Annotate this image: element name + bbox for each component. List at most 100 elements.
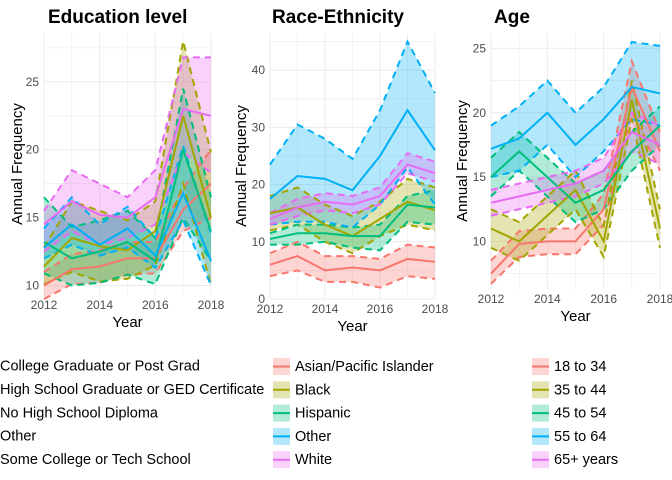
- series-1-upper-bound: [490, 57, 661, 262]
- series-line-5: [490, 130, 661, 204]
- x-tick-label: 2016: [590, 292, 617, 306]
- legend-label: College Graduate or Post Grad: [0, 359, 200, 375]
- y-tick-label: 25: [26, 75, 40, 89]
- chart-title: Education level: [48, 7, 187, 28]
- series-2-lower-bound: [490, 118, 661, 262]
- ribbon-1: [491, 61, 660, 284]
- series-4-upper-bound: [269, 39, 436, 166]
- series-line-2: [43, 115, 212, 268]
- y-tick-label: 10: [26, 278, 40, 292]
- series-3-lower-bound: [43, 215, 212, 287]
- legend-label: 18 to 34: [554, 359, 606, 375]
- ribbon-5: [491, 112, 660, 216]
- x-tick-label: 2014: [86, 298, 113, 312]
- legend-3: 18 to 34 35 to 44 45 to 54 55 to 64 65+ year…: [532, 358, 618, 469]
- y-axis-label: Annual Frequency: [233, 105, 250, 227]
- y-axis-label: Annual Frequency: [454, 100, 471, 222]
- x-tick-label: 2012: [478, 292, 505, 306]
- legend-label: Other: [295, 429, 331, 445]
- y-tick-label: 40: [252, 63, 266, 77]
- legend-1: College Graduate or Post Grad High School…: [0, 359, 264, 468]
- series-5-upper-bound: [490, 111, 661, 191]
- series-line-2: [490, 99, 661, 245]
- x-tick-label: 2012: [31, 298, 58, 312]
- ribbon-4: [491, 42, 660, 178]
- y-tick-label: 20: [473, 106, 487, 120]
- legend-key: [273, 381, 290, 399]
- series-4-lower-bound: [490, 118, 661, 179]
- x-tick-label: 2016: [142, 298, 169, 312]
- y-tick-label: 15: [26, 211, 40, 225]
- series-line-4: [43, 190, 212, 262]
- chart-title: Race-Ethnicity: [272, 7, 404, 28]
- legend-label: 55 to 64: [554, 429, 606, 445]
- x-axis-label: Year: [112, 314, 142, 331]
- series-line-5: [269, 163, 436, 220]
- series-line-3: [269, 203, 436, 240]
- series-1-upper-bound: [269, 240, 436, 260]
- panel-2: 2012 2014 2016 2018 0 10 20 30 40 Year Annual Freq…: [233, 7, 449, 335]
- series-line-4: [269, 108, 436, 200]
- ribbon-4: [44, 145, 211, 286]
- series-line-3: [43, 146, 212, 263]
- legend-key: [273, 427, 290, 445]
- legend-key: [273, 404, 290, 422]
- x-tick-label: 2016: [367, 302, 394, 316]
- series-5-upper-bound: [43, 56, 211, 212]
- series-2-upper-bound: [490, 80, 661, 230]
- y-tick-label: 15: [473, 170, 487, 184]
- ribbon-1: [44, 149, 211, 300]
- series-1-lower-bound: [269, 269, 436, 289]
- x-tick-label: 2014: [312, 302, 339, 316]
- y-tick-label: 10: [252, 235, 266, 249]
- series-line-4: [490, 85, 661, 150]
- series-line-1: [269, 255, 436, 272]
- y-tick-label: 20: [252, 178, 266, 192]
- ribbon-5: [44, 57, 211, 252]
- x-tick-label: 2018: [198, 298, 225, 312]
- series-2-upper-bound: [269, 177, 436, 218]
- y-tick-label: 25: [473, 41, 487, 55]
- y-axis-label: Annual Frequency: [9, 103, 26, 225]
- legend-label: High School Graduate or GED Certificate: [0, 382, 264, 398]
- series-2-lower-bound: [43, 180, 212, 286]
- y-tick-label: 30: [252, 120, 266, 134]
- legend-label: Other: [0, 429, 36, 445]
- x-tick-label: 2012: [257, 302, 284, 316]
- legend-key: [532, 381, 549, 399]
- legend-label: 45 to 54: [554, 406, 606, 422]
- legend-label: No High School Diploma: [0, 405, 159, 421]
- y-tick-label: 20: [26, 143, 40, 157]
- ribbon-2: [270, 178, 435, 254]
- legend-label: 65+ years: [554, 452, 618, 468]
- x-tick-label: 2018: [422, 302, 449, 316]
- series-line-5: [43, 107, 212, 226]
- legend-key: [532, 451, 549, 469]
- legend-label: 35 to 44: [554, 382, 606, 398]
- series-4-upper-bound: [490, 40, 661, 127]
- series-3-upper-bound: [269, 189, 436, 235]
- series-4-lower-bound: [43, 218, 212, 286]
- ribbon-3: [270, 190, 435, 251]
- x-tick-label: 2014: [534, 292, 561, 306]
- legend-2: Asian/Pacific Islander Black Hispanic Other…: [273, 358, 434, 469]
- x-axis-label: Year: [560, 308, 590, 325]
- legend-key: [532, 358, 549, 375]
- series-4-lower-bound: [269, 165, 436, 229]
- legend-key: [532, 404, 549, 422]
- x-axis-label: Year: [337, 318, 367, 335]
- legend-label: White: [295, 452, 332, 468]
- legend-key: [273, 358, 290, 375]
- ribbon-3: [44, 88, 211, 286]
- legend-key: [532, 427, 549, 445]
- y-tick-label: 0: [258, 292, 265, 306]
- legend-label: Black: [295, 382, 331, 398]
- legend-label: Some College or Tech School: [0, 452, 191, 468]
- series-5-lower-bound: [269, 172, 436, 226]
- series-5-upper-bound: [269, 151, 436, 215]
- chart-title: Age: [494, 7, 530, 28]
- series-1-lower-bound: [490, 109, 661, 285]
- series-3-lower-bound: [270, 220, 436, 252]
- x-tick-label: 2018: [647, 292, 672, 306]
